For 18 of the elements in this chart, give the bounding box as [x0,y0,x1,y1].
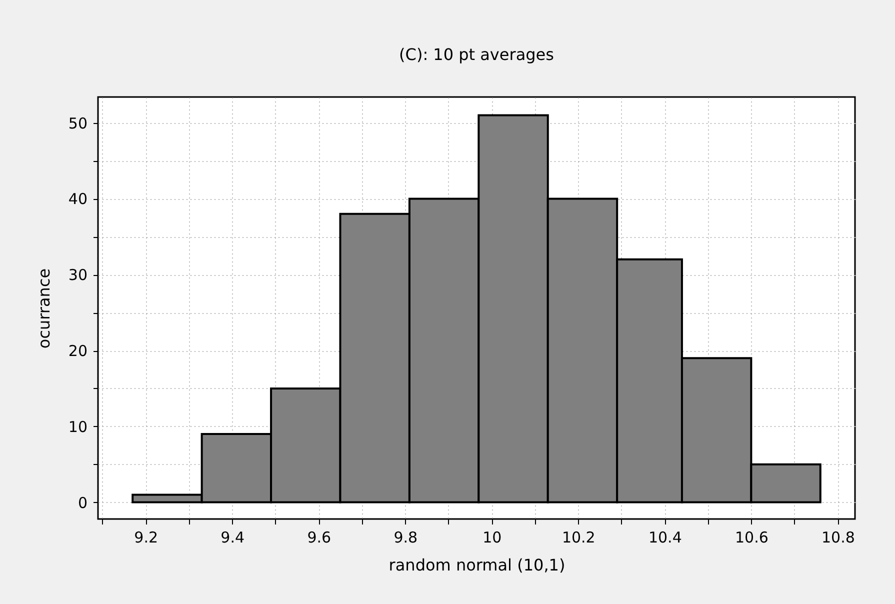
x-tick-label: 9.2 [134,528,158,546]
y-tick-label: 40 [68,190,88,208]
y-tick-label: 50 [68,114,88,132]
x-tick-label: 10.8 [821,528,855,546]
x-tick-label: 9.4 [220,528,245,546]
x-axis-title: random normal (10,1) [388,556,566,574]
chart-title: (C): 10 pt averages [399,45,554,64]
x-tick-label: 10.4 [648,528,682,546]
x-tick-label: 10 [482,528,502,546]
x-tick-label: 9.8 [394,528,418,546]
y-tick-label: 30 [68,266,88,284]
x-tick-label: 10.6 [734,528,768,546]
y-tick-label: 10 [68,418,88,436]
y-tick-label: 20 [68,342,88,360]
y-axis-title: ocurrance [34,268,54,349]
y-tick-label: 0 [78,494,88,512]
x-tick-label: 10.2 [562,528,596,546]
x-tick-label: 9.6 [307,528,332,546]
